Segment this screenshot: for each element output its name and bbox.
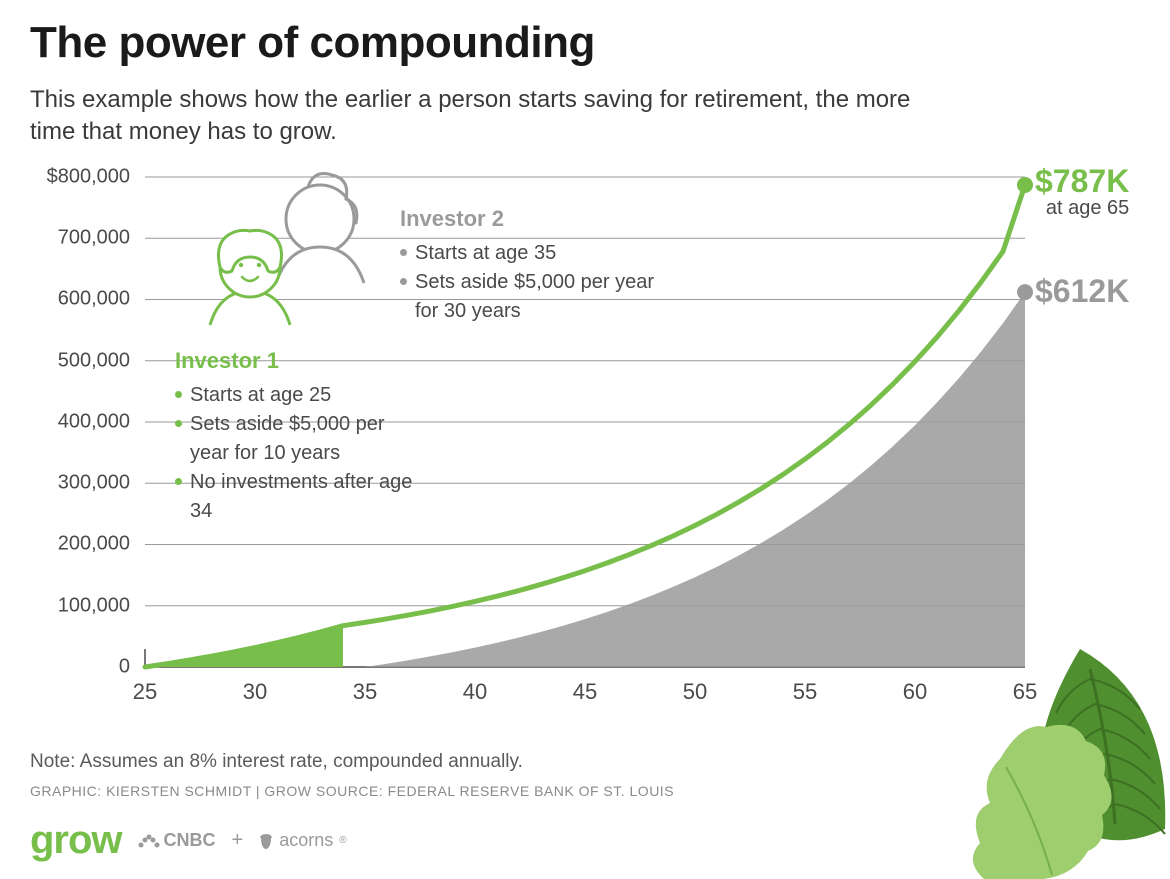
info-bullet: Sets aside $5,000 per year for 30 years bbox=[400, 268, 660, 326]
investor2-info: Investor 2 Starts at age 35Sets aside $5… bbox=[400, 203, 660, 326]
bullet-dot-icon bbox=[400, 278, 407, 285]
x-axis-label: 35 bbox=[353, 679, 377, 705]
cnbc-text: CNBC bbox=[164, 830, 216, 851]
acorns-text: acorns bbox=[279, 830, 333, 851]
bullet-dot-icon bbox=[400, 249, 407, 256]
footer-logos: grow CNBC + acorns® bbox=[30, 818, 347, 863]
investor1-end-callout: $787K at age 65 bbox=[1035, 165, 1129, 220]
bullet-text: Starts at age 25 bbox=[190, 381, 331, 410]
y-axis-label: $800,000 bbox=[30, 165, 130, 188]
info-bullet: Starts at age 25 bbox=[175, 381, 415, 410]
bullet-dot-icon bbox=[175, 478, 182, 485]
y-axis-label: 200,000 bbox=[30, 533, 130, 556]
investor1-info: Investor 1 Starts at age 25Sets aside $5… bbox=[175, 345, 415, 526]
plus-icon: + bbox=[232, 829, 244, 852]
chart-title: The power of compounding bbox=[30, 18, 1140, 68]
investor1-heading: Investor 1 bbox=[175, 345, 415, 377]
x-axis-label: 30 bbox=[243, 679, 267, 705]
investor2-heading: Investor 2 bbox=[400, 203, 660, 235]
bullet-dot-icon bbox=[175, 420, 182, 427]
peacock-icon bbox=[138, 833, 160, 849]
y-axis-label: 700,000 bbox=[30, 227, 130, 250]
x-axis-label: 55 bbox=[793, 679, 817, 705]
cnbc-logo: CNBC bbox=[138, 830, 216, 851]
x-axis-label: 50 bbox=[683, 679, 707, 705]
y-axis-label: 0 bbox=[30, 655, 130, 678]
bullet-dot-icon bbox=[175, 391, 182, 398]
x-axis-label: 45 bbox=[573, 679, 597, 705]
x-axis-label: 40 bbox=[463, 679, 487, 705]
bullet-text: Sets aside $5,000 per year for 10 years bbox=[190, 410, 415, 468]
y-axis-label: 100,000 bbox=[30, 594, 130, 617]
grow-logo: grow bbox=[30, 818, 122, 863]
chart-subtitle: This example shows how the earlier a per… bbox=[30, 84, 930, 149]
leaf-decoration bbox=[940, 639, 1170, 879]
y-axis-label: 500,000 bbox=[30, 349, 130, 372]
investor2-end-callout: $612K bbox=[1035, 275, 1129, 307]
acorns-logo: acorns® bbox=[259, 830, 346, 851]
investor1-end-sublabel: at age 65 bbox=[1035, 197, 1129, 220]
bullet-text: Sets aside $5,000 per year for 30 years bbox=[415, 268, 660, 326]
acorn-icon bbox=[259, 832, 273, 850]
bullet-text: Starts at age 35 bbox=[415, 239, 556, 268]
info-bullet: Sets aside $5,000 per year for 10 years bbox=[175, 410, 415, 468]
y-axis-label: 600,000 bbox=[30, 288, 130, 311]
y-axis-label: 400,000 bbox=[30, 410, 130, 433]
bullet-text: No investments after age 34 bbox=[190, 468, 415, 526]
investor1-end-value: $787K bbox=[1035, 165, 1129, 197]
info-bullet: No investments after age 34 bbox=[175, 468, 415, 526]
x-axis-label: 60 bbox=[903, 679, 927, 705]
x-axis-label: 25 bbox=[133, 679, 157, 705]
y-axis-label: 300,000 bbox=[30, 472, 130, 495]
info-bullet: Starts at age 35 bbox=[400, 239, 660, 268]
investor2-end-value: $612K bbox=[1035, 275, 1129, 307]
